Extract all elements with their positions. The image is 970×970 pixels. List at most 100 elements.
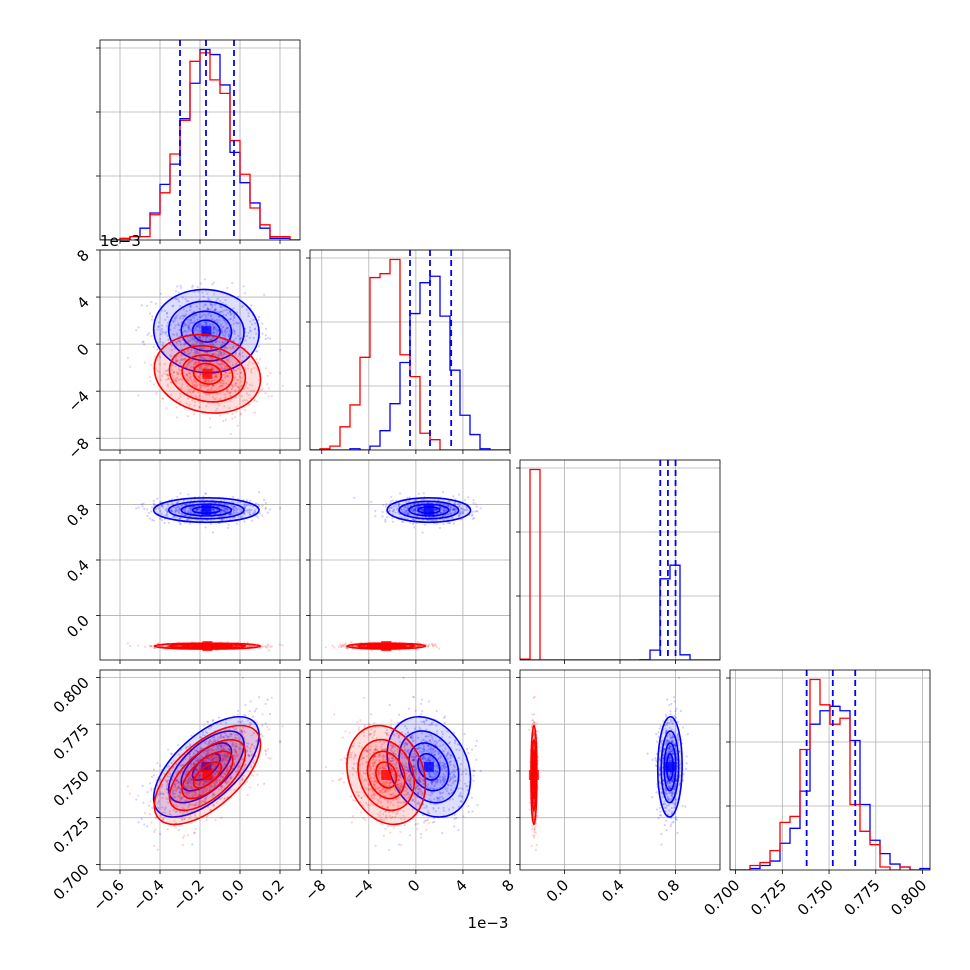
sample-point-0 <box>179 764 182 767</box>
sample-point-0 <box>249 513 252 516</box>
sample-point-0 <box>152 345 155 349</box>
sample-point-0 <box>165 512 169 516</box>
sample-point-1 <box>184 357 187 360</box>
sample-point-0 <box>154 816 158 820</box>
sample-point-0 <box>472 501 475 505</box>
sample-point-0 <box>221 310 224 313</box>
sample-point-0 <box>209 759 213 762</box>
sample-point-0 <box>177 780 181 784</box>
sample-point-1 <box>195 353 198 356</box>
sample-point-0 <box>214 772 217 775</box>
sample-point-0 <box>177 787 180 790</box>
sample-point-0 <box>165 312 169 315</box>
sample-point-0 <box>222 313 225 316</box>
sample-point-0 <box>452 508 455 511</box>
sample-point-1 <box>228 407 231 410</box>
sample-point-0 <box>205 321 208 324</box>
sample-point-0 <box>221 301 224 305</box>
sample-point-0 <box>247 754 250 757</box>
sample-point-0 <box>229 317 232 320</box>
sample-point-1 <box>234 416 237 419</box>
sample-point-0 <box>233 512 236 515</box>
sample-point-1 <box>211 384 214 387</box>
sample-point-0 <box>198 315 201 318</box>
sample-point-0 <box>228 750 231 753</box>
sample-point-0 <box>183 323 186 326</box>
sample-point-0 <box>279 741 282 744</box>
sample-point-1 <box>224 371 227 374</box>
sample-point-0 <box>198 336 202 339</box>
sample-point-0 <box>211 283 214 286</box>
density-group <box>126 278 284 436</box>
sample-point-0 <box>224 514 227 518</box>
sample-point-1 <box>172 371 176 374</box>
sample-point-0 <box>177 323 180 326</box>
sample-point-0 <box>159 510 162 513</box>
sample-point-1 <box>172 377 175 380</box>
sample-point-0 <box>163 331 167 334</box>
sample-point-1 <box>253 411 256 414</box>
sample-point-0 <box>213 773 216 776</box>
sample-point-0 <box>231 505 234 508</box>
sample-point-1 <box>236 424 239 427</box>
sample-point-0 <box>169 509 172 512</box>
sample-point-0 <box>189 781 192 784</box>
sample-point-0 <box>224 332 227 335</box>
sample-point-0 <box>195 508 198 511</box>
sample-point-1 <box>250 384 254 387</box>
sample-point-0 <box>188 506 191 509</box>
sample-point-0 <box>206 780 209 783</box>
sample-point-0 <box>248 513 252 516</box>
sample-point-0 <box>159 764 162 767</box>
sample-point-1 <box>212 376 215 379</box>
sample-point-0 <box>451 508 455 511</box>
sample-point-0 <box>396 507 399 510</box>
sample-point-1 <box>223 330 226 333</box>
sample-point-1 <box>438 647 441 650</box>
sample-point-0 <box>156 328 159 331</box>
sample-point-0 <box>234 351 237 354</box>
sample-point-0 <box>431 519 434 522</box>
sample-point-0 <box>174 508 177 512</box>
sample-point-0 <box>195 350 198 353</box>
sample-point-0 <box>441 491 444 494</box>
sample-point-1 <box>234 376 237 379</box>
sample-point-0 <box>408 496 411 499</box>
sample-point-0 <box>174 510 177 513</box>
sample-point-0 <box>447 504 450 507</box>
sample-point-1 <box>208 342 212 346</box>
sample-point-0 <box>179 284 182 287</box>
sample-point-0 <box>170 348 173 352</box>
sample-point-0 <box>186 518 190 521</box>
sample-point-0 <box>441 509 445 512</box>
sample-point-0 <box>252 512 255 515</box>
sample-point-0 <box>219 515 222 518</box>
hist-step-1 <box>100 52 300 240</box>
sample-point-0 <box>453 511 456 514</box>
sample-point-1 <box>234 344 237 347</box>
sample-point-0 <box>177 512 181 515</box>
sample-point-0 <box>151 518 154 522</box>
sample-point-0 <box>411 517 414 521</box>
sample-point-0 <box>230 387 233 391</box>
sample-point-0 <box>192 761 195 764</box>
sample-point-0 <box>389 500 393 503</box>
sample-point-0 <box>235 511 238 515</box>
sample-point-0 <box>189 755 192 758</box>
sample-point-0 <box>241 304 244 308</box>
sample-point-0 <box>184 757 187 760</box>
sample-point-0 <box>211 323 214 326</box>
sample-point-0 <box>249 499 252 502</box>
sample-point-1 <box>191 343 195 346</box>
sample-point-1 <box>226 347 229 350</box>
sample-point-0 <box>247 315 250 318</box>
sample-point-0 <box>171 305 174 308</box>
sample-point-0 <box>221 341 224 344</box>
sample-point-0 <box>191 335 194 338</box>
sample-point-0 <box>225 347 228 350</box>
sample-point-0 <box>232 512 235 516</box>
sample-point-0 <box>234 507 238 510</box>
sample-point-0 <box>223 352 226 356</box>
sample-point-0 <box>384 518 387 521</box>
sample-point-1 <box>211 379 214 382</box>
